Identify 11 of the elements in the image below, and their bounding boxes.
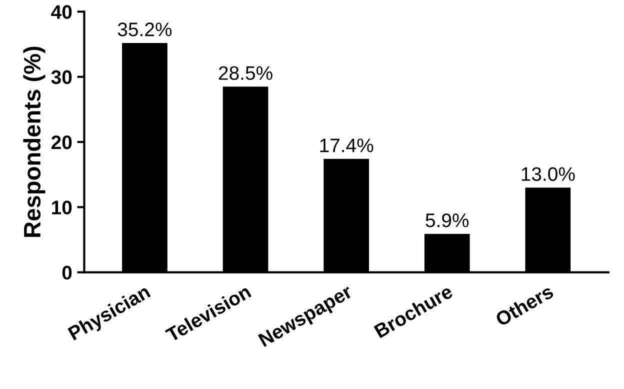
data-label: 13.0% — [522, 167, 575, 181]
y-tick-label: 40 — [51, 5, 72, 19]
y-axis-title: Respondents (%) — [23, 46, 46, 237]
y-tick-label: 20 — [51, 135, 72, 150]
data-label: 35.2% — [118, 22, 172, 36]
y-tick-label: 0 — [62, 266, 72, 280]
y-tick-label: 10 — [52, 200, 72, 214]
data-label: 17.4% — [320, 138, 374, 152]
data-label: 5.9% — [426, 213, 469, 228]
data-label: 28.5% — [218, 66, 272, 80]
y-tick-label: 30 — [51, 70, 72, 84]
